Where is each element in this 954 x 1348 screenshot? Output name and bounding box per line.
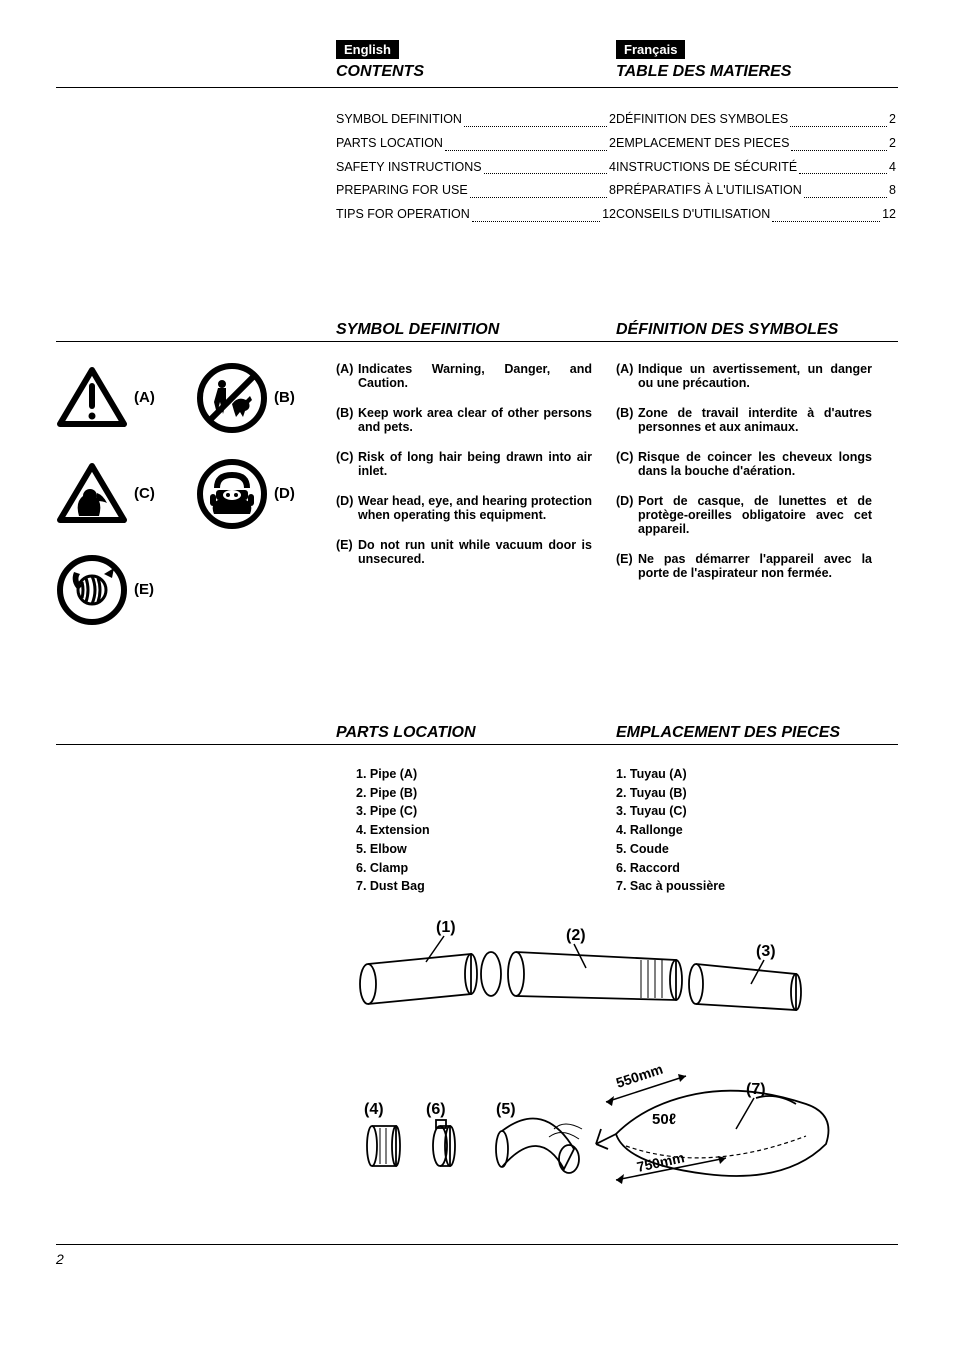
dim-550: 550mm xyxy=(614,1061,665,1091)
def-tag: (E) xyxy=(336,538,358,566)
parts-heading-en: PARTS LOCATION xyxy=(336,724,616,742)
toc-item: PREPARING FOR USE xyxy=(336,179,468,203)
toc-page: 8 xyxy=(609,179,616,203)
toc-page: 8 xyxy=(889,179,896,203)
def-text: Risque de coincer les cheveux longs dans… xyxy=(638,450,872,478)
icon-label-d: (D) xyxy=(274,485,295,502)
diagram-label-6: (6) xyxy=(426,1101,446,1118)
contents-heading-fr: TABLE DES MATIERES xyxy=(616,63,896,81)
def-text: Wear head, eye, and hearing protection w… xyxy=(358,494,592,522)
toc-item: SAFETY INSTRUCTIONS xyxy=(336,156,482,180)
parts-diagram: (1) (2) (3) (4) (6) xyxy=(356,914,898,1204)
list-item: 5. Elbow xyxy=(356,840,616,859)
def-tag: (C) xyxy=(616,450,638,478)
divider xyxy=(56,341,898,342)
list-item: 4. Rallonge xyxy=(616,821,876,840)
contents-heading-en: CONTENTS xyxy=(336,63,616,81)
lang-badge-fr: Français xyxy=(616,40,685,59)
toc-page: 2 xyxy=(609,108,616,132)
symdef-head-row: SYMBOL DEFINITION DÉFINITION DES SYMBOLE… xyxy=(336,317,898,341)
diagram-label-2: (2) xyxy=(566,927,586,944)
def-tag: (B) xyxy=(616,406,638,434)
icon-label-e: (E) xyxy=(134,581,154,598)
list-item: 7. Dust Bag xyxy=(356,877,616,896)
parts-heading-fr: EMPLACEMENT DES PIECES xyxy=(616,724,896,742)
icon-label-c: (C) xyxy=(134,485,155,502)
toc-page: 12 xyxy=(602,203,616,227)
list-item: 2. Tuyau (B) xyxy=(616,784,876,803)
def-tag: (A) xyxy=(616,362,638,390)
page-number: 2 xyxy=(56,1244,898,1267)
toc-page: 2 xyxy=(889,108,896,132)
toc-col-fr: DÉFINITION DES SYMBOLES 2 EMPLACEMENT DES… xyxy=(616,108,896,227)
list-item: 6. Raccord xyxy=(616,859,876,878)
parts-list-en: 1. Pipe (A) 2. Pipe (B) 3. Pipe (C) 4. E… xyxy=(356,765,616,896)
list-item: 3. Tuyau (C) xyxy=(616,802,876,821)
icon-label-a: (A) xyxy=(134,389,155,406)
toc-page: 2 xyxy=(609,132,616,156)
list-item: 4. Extension xyxy=(356,821,616,840)
def-text: Ne pas démarrer l'appareil avec la porte… xyxy=(638,552,872,580)
list-item: 1. Tuyau (A) xyxy=(616,765,876,784)
def-tag: (C) xyxy=(336,450,358,478)
def-text: Do not run unit while vacuum door is uns… xyxy=(358,538,592,566)
diagram-label-4: (4) xyxy=(364,1101,384,1118)
toc-item: CONSEILS D'UTILISATION xyxy=(616,203,770,227)
diagram-label-5: (5) xyxy=(496,1101,516,1118)
toc-col-en: SYMBOL DEFINITION 2 PARTS LOCATION 2 SAFET… xyxy=(336,108,616,227)
list-item: 2. Pipe (B) xyxy=(356,784,616,803)
toc-item: SYMBOL DEFINITION xyxy=(336,108,462,132)
defs-fr: (A)Indique un avertissement, un danger o… xyxy=(616,362,896,650)
def-text: Keep work area clear of other persons an… xyxy=(358,406,592,434)
symdef-heading-fr: DÉFINITION DES SYMBOLES xyxy=(616,321,896,339)
diagram-label-3: (3) xyxy=(756,943,776,960)
def-text: Risk of long hair being drawn into air i… xyxy=(358,450,592,478)
diagram-label-1: (1) xyxy=(436,919,456,936)
def-text: Indique un avertissement, un danger ou u… xyxy=(638,362,872,390)
parts-head-row: PARTS LOCATION EMPLACEMENT DES PIECES xyxy=(336,720,898,744)
list-item: 5. Coude xyxy=(616,840,876,859)
header-row: English CONTENTS Français TABLE DES MATI… xyxy=(336,40,898,83)
lang-badge-en: English xyxy=(336,40,399,59)
toc-item: INSTRUCTIONS DE SÉCURITÉ xyxy=(616,156,797,180)
vacuum-door-icon xyxy=(56,554,128,626)
defs-en: (A)Indicates Warning, Danger, and Cautio… xyxy=(336,362,616,650)
dim-vol: 50ℓ xyxy=(652,1111,676,1128)
list-item: 6. Clamp xyxy=(356,859,616,878)
list-item: 7. Sac à poussière xyxy=(616,877,876,896)
def-tag: (B) xyxy=(336,406,358,434)
warning-triangle-icon xyxy=(56,366,128,430)
toc-item: DÉFINITION DES SYMBOLES xyxy=(616,108,788,132)
hair-triangle-icon xyxy=(56,462,128,526)
def-text: Indicates Warning, Danger, and Caution. xyxy=(358,362,592,390)
divider xyxy=(56,87,898,88)
list-item: 3. Pipe (C) xyxy=(356,802,616,821)
toc-page: 4 xyxy=(889,156,896,180)
def-tag: (D) xyxy=(336,494,358,522)
toc-item: PARTS LOCATION xyxy=(336,132,443,156)
parts-list-fr: 1. Tuyau (A) 2. Tuyau (B) 3. Tuyau (C) 4… xyxy=(616,765,876,896)
keep-clear-icon xyxy=(196,362,268,434)
toc-page: 4 xyxy=(609,156,616,180)
divider xyxy=(56,744,898,745)
toc-item: TIPS FOR OPERATION xyxy=(336,203,470,227)
toc-item: EMPLACEMENT DES PIECES xyxy=(616,132,789,156)
icon-area: (A) (B) xyxy=(56,362,336,650)
symdef-body: (A) (B) xyxy=(56,362,898,650)
toc-item: PRÉPARATIFS À L'UTILISATION xyxy=(616,179,802,203)
parts-lists: 1. Pipe (A) 2. Pipe (B) 3. Pipe (C) 4. E… xyxy=(356,765,898,896)
symdef-heading-en: SYMBOL DEFINITION xyxy=(336,321,616,339)
toc: SYMBOL DEFINITION 2 PARTS LOCATION 2 SAFET… xyxy=(336,108,898,227)
def-tag: (A) xyxy=(336,362,358,390)
def-tag: (E) xyxy=(616,552,638,580)
toc-page: 2 xyxy=(889,132,896,156)
icon-label-b: (B) xyxy=(274,389,295,406)
diagram-label-7: (7) xyxy=(746,1081,766,1098)
def-tag: (D) xyxy=(616,494,638,536)
def-text: Port de casque, de lunettes et de protèg… xyxy=(638,494,872,536)
ppe-icon xyxy=(196,458,268,530)
list-item: 1. Pipe (A) xyxy=(356,765,616,784)
toc-page: 12 xyxy=(882,203,896,227)
def-text: Zone de travail interdite à d'autres per… xyxy=(638,406,872,434)
